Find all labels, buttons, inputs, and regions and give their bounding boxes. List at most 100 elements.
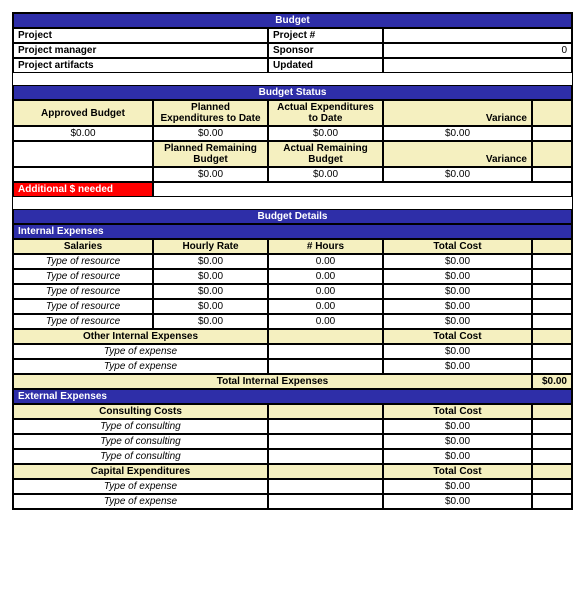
additional-needed-label: Additional $ needed xyxy=(13,182,153,197)
consulting-total[interactable]: $0.00 xyxy=(383,449,532,464)
val-planned-exp[interactable]: $0.00 xyxy=(153,126,268,141)
other-internal-blank xyxy=(268,344,383,359)
col-actual-remaining: Actual Remaining Budget xyxy=(268,141,383,167)
other-internal-name[interactable]: Type of expense xyxy=(13,344,268,359)
salary-hours[interactable]: 0.00 xyxy=(268,254,383,269)
val-blank-1 xyxy=(532,126,572,141)
other-internal-total[interactable]: $0.00 xyxy=(383,344,532,359)
val-variance-2[interactable]: $0.00 xyxy=(383,167,532,182)
salary-blank xyxy=(532,269,572,284)
consulting-title: Consulting Costs xyxy=(13,404,268,419)
cons-blank xyxy=(268,404,383,419)
salary-blank xyxy=(532,284,572,299)
salary-total[interactable]: $0.00 xyxy=(383,299,532,314)
val-planned-rem[interactable]: $0.00 xyxy=(153,167,268,182)
other-internal-end xyxy=(532,359,572,374)
salary-name[interactable]: Type of resource xyxy=(13,284,153,299)
value-updated[interactable] xyxy=(383,58,572,73)
salary-rate[interactable]: $0.00 xyxy=(153,269,268,284)
salary-name[interactable]: Type of resource xyxy=(13,254,153,269)
capital-end xyxy=(532,494,572,509)
external-expenses-label: External Expenses xyxy=(13,389,572,404)
internal-expenses-label: Internal Expenses xyxy=(13,224,572,239)
other-internal-total[interactable]: $0.00 xyxy=(383,359,532,374)
col-salaries: Salaries xyxy=(13,239,153,254)
label-project-num: Project # xyxy=(268,28,383,43)
capital-name[interactable]: Type of expense xyxy=(13,494,268,509)
value-project-num[interactable] xyxy=(383,28,572,43)
other-internal-name[interactable]: Type of expense xyxy=(13,359,268,374)
col-actual-expend: Actual Expenditures to Date xyxy=(268,100,383,126)
label-project-artifacts: Project artifacts xyxy=(13,58,268,73)
col-blank-6 xyxy=(532,464,572,479)
budget-sheet: Budget Project Project # Project manager… xyxy=(12,12,573,510)
salary-hours[interactable]: 0.00 xyxy=(268,284,383,299)
salary-rate[interactable]: $0.00 xyxy=(153,254,268,269)
budget-status-title: Budget Status xyxy=(13,85,572,100)
consulting-name[interactable]: Type of consulting xyxy=(13,434,268,449)
col-variance-2: Variance xyxy=(383,141,532,167)
consulting-blank xyxy=(268,434,383,449)
col-rate: Hourly Rate xyxy=(153,239,268,254)
salary-rate[interactable]: $0.00 xyxy=(153,284,268,299)
val-actual-rem[interactable]: $0.00 xyxy=(268,167,383,182)
budget-title: Budget xyxy=(13,13,572,28)
capital-blank xyxy=(268,494,383,509)
cap-blank xyxy=(268,464,383,479)
label-project-manager: Project manager xyxy=(13,43,268,58)
salary-total[interactable]: $0.00 xyxy=(383,254,532,269)
additional-needed-value[interactable] xyxy=(153,182,572,197)
capital-title: Capital Expenditures xyxy=(13,464,268,479)
blank-left-2 xyxy=(13,167,153,182)
blank-left xyxy=(13,141,153,167)
salary-name[interactable]: Type of resource xyxy=(13,269,153,284)
salary-total[interactable]: $0.00 xyxy=(383,269,532,284)
consulting-end xyxy=(532,419,572,434)
col-hours: # Hours xyxy=(268,239,383,254)
col-blank-4 xyxy=(532,329,572,344)
value-sponsor[interactable]: 0 xyxy=(383,43,572,58)
consulting-end xyxy=(532,434,572,449)
salary-rate[interactable]: $0.00 xyxy=(153,299,268,314)
salary-hours[interactable]: 0.00 xyxy=(268,269,383,284)
salary-blank xyxy=(532,314,572,329)
col-planned-remaining: Planned Remaining Budget xyxy=(153,141,268,167)
oi-blank xyxy=(268,329,383,344)
consulting-name[interactable]: Type of consulting xyxy=(13,419,268,434)
salary-rate[interactable]: $0.00 xyxy=(153,314,268,329)
salary-name[interactable]: Type of resource xyxy=(13,314,153,329)
col-total-4: Total Cost xyxy=(383,464,532,479)
capital-total[interactable]: $0.00 xyxy=(383,494,532,509)
capital-total[interactable]: $0.00 xyxy=(383,479,532,494)
label-project: Project xyxy=(13,28,268,43)
val-actual-exp[interactable]: $0.00 xyxy=(268,126,383,141)
salary-hours[interactable]: 0.00 xyxy=(268,314,383,329)
val-variance-1[interactable]: $0.00 xyxy=(383,126,532,141)
consulting-total[interactable]: $0.00 xyxy=(383,419,532,434)
other-internal-title: Other Internal Expenses xyxy=(13,329,268,344)
col-blank-2 xyxy=(532,141,572,167)
other-internal-end xyxy=(532,344,572,359)
label-updated: Updated xyxy=(268,58,383,73)
capital-name[interactable]: Type of expense xyxy=(13,479,268,494)
consulting-end xyxy=(532,449,572,464)
salary-blank xyxy=(532,254,572,269)
consulting-total[interactable]: $0.00 xyxy=(383,434,532,449)
col-blank-5 xyxy=(532,404,572,419)
col-total-3: Total Cost xyxy=(383,404,532,419)
other-internal-blank xyxy=(268,359,383,374)
label-sponsor: Sponsor xyxy=(268,43,383,58)
salary-total[interactable]: $0.00 xyxy=(383,284,532,299)
col-total-2: Total Cost xyxy=(383,329,532,344)
salary-blank xyxy=(532,299,572,314)
capital-end xyxy=(532,479,572,494)
val-approved[interactable]: $0.00 xyxy=(13,126,153,141)
salary-total[interactable]: $0.00 xyxy=(383,314,532,329)
consulting-blank xyxy=(268,449,383,464)
consulting-name[interactable]: Type of consulting xyxy=(13,449,268,464)
salary-hours[interactable]: 0.00 xyxy=(268,299,383,314)
salary-name[interactable]: Type of resource xyxy=(13,299,153,314)
col-blank-1 xyxy=(532,100,572,126)
col-planned-expend: Planned Expenditures to Date xyxy=(153,100,268,126)
val-blank-2 xyxy=(532,167,572,182)
